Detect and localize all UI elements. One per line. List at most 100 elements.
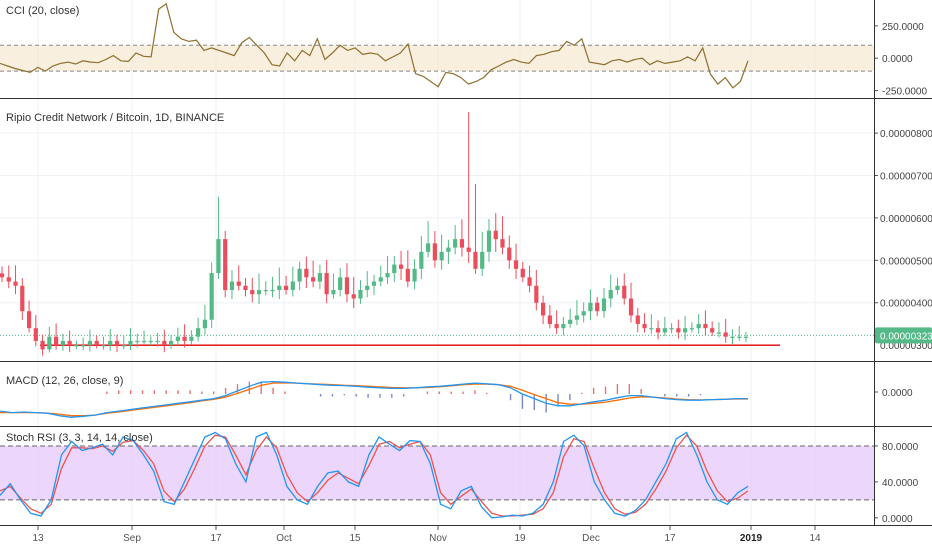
price-tick-label: 0.00000700 — [880, 171, 932, 182]
candle-body — [358, 290, 363, 299]
candle-body — [344, 277, 350, 295]
candle-body — [304, 268, 309, 278]
candle-body — [642, 323, 647, 329]
candle-body — [601, 298, 607, 312]
candle-body — [297, 268, 302, 282]
candle-body — [689, 328, 694, 330]
last-price-badge-text: 0.00000323 — [880, 331, 932, 342]
candle-body — [412, 268, 417, 282]
candle-body — [277, 285, 282, 291]
candle-body — [6, 277, 11, 282]
candle-body — [250, 290, 255, 295]
candle-body — [696, 323, 701, 329]
candle-body — [554, 323, 559, 329]
candle-body — [263, 290, 268, 292]
candle-body — [446, 247, 451, 252]
candle-body — [135, 340, 140, 343]
candle-body — [581, 311, 586, 316]
stoch-rsi-pane[interactable]: Stoch RSI (3, 3, 14, 14, close) 80.0000 4… — [0, 431, 919, 525]
candle-body — [662, 328, 667, 333]
candle-body — [81, 345, 86, 347]
candle-body — [480, 251, 485, 269]
candle-body — [0, 273, 5, 278]
candle-body — [101, 345, 106, 347]
candle-body — [202, 319, 208, 329]
candle-body — [574, 315, 580, 320]
time-axis-label: Dec — [582, 533, 600, 544]
instrument-title: Ripio Credit Network / Bitcoin, 1D, BINA… — [6, 112, 224, 124]
cci-tick-label: 0.0000 — [882, 54, 913, 65]
candle-body — [114, 340, 120, 346]
price-tick-label: 0.00000400 — [880, 299, 932, 310]
candle-body — [385, 273, 390, 278]
candle-body — [486, 230, 492, 252]
time-axis-label: Oct — [276, 533, 292, 544]
candle-body — [527, 277, 532, 286]
macd-pane[interactable]: MACD (12, 26, close, 9) 0.0000 — [0, 375, 913, 418]
candle-body — [737, 336, 742, 338]
candle-body — [128, 340, 133, 346]
time-axis[interactable]: 13 Sep 17 Oct 15 Nov 19 Dec 17 2019 14 — [32, 526, 821, 544]
candle-body — [40, 340, 45, 350]
cci-axis: 250.0000 0.0000 -250.0000 — [874, 22, 927, 98]
candle-body — [108, 340, 113, 346]
candle-body — [439, 251, 444, 261]
cci-tick-label: -250.0000 — [882, 87, 927, 98]
candle-body — [20, 285, 25, 312]
candle-body — [655, 328, 661, 333]
candle-body — [703, 323, 708, 329]
candle-body — [568, 319, 573, 324]
time-axis-label: 14 — [809, 533, 821, 544]
candle-body — [162, 340, 167, 346]
vertical-grid — [37, 0, 816, 525]
candle-body — [311, 277, 316, 282]
cci-pane[interactable]: CCI (20, close) 250.0000 0.0000 -250.0000 — [0, 2, 927, 98]
candle-body — [371, 281, 377, 286]
candle-body — [256, 290, 262, 295]
candle-body — [628, 298, 634, 316]
candle-body — [493, 230, 498, 240]
candle-body — [669, 328, 674, 330]
candle-body — [229, 281, 235, 291]
candle-body — [419, 251, 424, 269]
candle-body — [398, 264, 404, 269]
candle-body — [209, 273, 214, 320]
time-axis-label: 17 — [210, 533, 222, 544]
candle-body — [290, 281, 295, 291]
candle-body — [87, 340, 93, 346]
candle-body — [54, 336, 59, 346]
candle-body — [236, 281, 241, 286]
candle-body — [13, 281, 18, 286]
price-pane[interactable]: Ripio Credit Network / Bitcoin, 1D, BINA… — [0, 111, 932, 356]
candle-body — [649, 328, 654, 330]
candle-body — [513, 260, 519, 269]
candle-body — [588, 302, 593, 312]
candle-body — [710, 328, 715, 333]
macd-tick-label: 0.0000 — [882, 388, 913, 399]
candle-body — [182, 336, 187, 341]
candle-body — [216, 239, 221, 274]
candle-body — [94, 340, 99, 346]
time-axis-label: 15 — [349, 533, 361, 544]
candle-body — [67, 340, 72, 346]
candle-body — [635, 315, 640, 324]
candle-body — [155, 340, 160, 343]
macd-signal-line — [0, 382, 748, 417]
time-axis-label: 19 — [514, 533, 526, 544]
candle-body — [392, 264, 397, 274]
price-tick-label-partial: 0.00000300 — [880, 341, 932, 352]
candle-body — [175, 336, 180, 341]
price-grid — [0, 132, 874, 304]
cci-band-fill — [0, 45, 874, 72]
candle-body — [459, 239, 465, 248]
candle-body — [683, 328, 688, 333]
price-tick-label: 0.00000800 — [880, 129, 932, 140]
candle-body — [168, 340, 174, 346]
cci-tick-label: 250.0000 — [882, 22, 924, 33]
candle-body — [466, 247, 471, 252]
last-price-badge-bg — [875, 327, 932, 344]
candle-body — [196, 328, 201, 337]
candle-body — [507, 247, 512, 261]
candle-body — [473, 251, 478, 269]
